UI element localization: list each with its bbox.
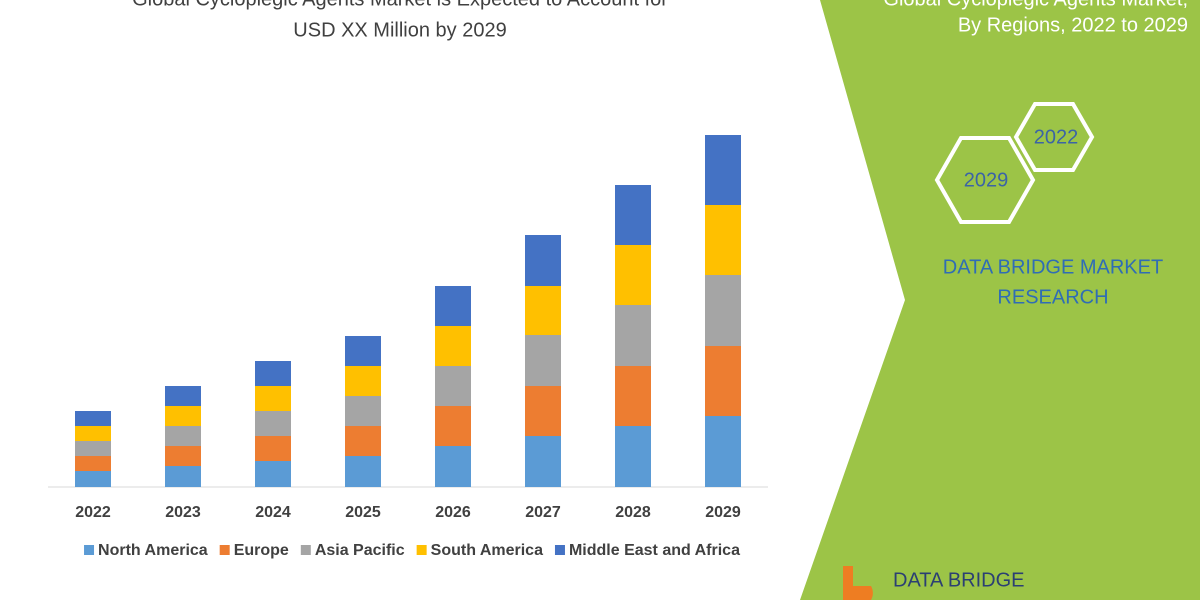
bar-segment (75, 411, 111, 426)
badge-year: 2022 (1034, 126, 1079, 148)
bar-segment (345, 396, 381, 426)
bar-segment (165, 466, 201, 487)
bar-segment (255, 436, 291, 461)
legend: North America Europe Asia Pacific South Ame… (84, 542, 740, 559)
brand-text: RESEARCH (997, 286, 1108, 308)
bar-segment (165, 426, 201, 446)
bar-segment (615, 366, 651, 426)
bar-segment (435, 286, 471, 326)
x-tick-label: 2026 (435, 504, 471, 521)
bar-segment (615, 426, 651, 487)
legend-label: Middle East and Africa (569, 542, 740, 559)
bar-segment (705, 346, 741, 416)
bar-segment (435, 446, 471, 487)
bar-segment (345, 366, 381, 396)
bar-segment (75, 456, 111, 471)
bar-segment (435, 366, 471, 406)
bar-segment (705, 205, 741, 275)
badge-hexagon (1013, 102, 1095, 172)
bar-segment (435, 326, 471, 366)
legend-swatch (416, 545, 427, 555)
bar-segment (615, 305, 651, 366)
bar-segment (525, 286, 561, 335)
badge-hexagon (934, 136, 1036, 224)
legend-label: South America (431, 542, 543, 559)
legend-swatch (554, 545, 565, 555)
bar-segment (435, 406, 471, 446)
legend-swatch (219, 545, 230, 555)
bar-segment (75, 426, 111, 441)
bar-segment (75, 471, 111, 487)
legend-label: Asia Pacific (315, 542, 405, 559)
bar-segment (525, 436, 561, 487)
logo-text: DATA BRIDGE (893, 569, 1025, 591)
x-tick-label: 2027 (525, 504, 561, 521)
chart-title: USD XX Million by 2029 (293, 19, 506, 41)
legend-label: North America (98, 542, 208, 559)
bar-segment (255, 411, 291, 436)
bar-segment (345, 456, 381, 487)
bar-segment (525, 335, 561, 386)
bar-segment (255, 386, 291, 411)
legend-label: Europe (234, 542, 289, 559)
badge-year: 2029 (964, 169, 1009, 191)
bar-segment (705, 275, 741, 346)
bar-segment (345, 336, 381, 366)
panel-heading: Global Cycloplegic Agents Market, (883, 0, 1188, 10)
bar-segment (165, 386, 201, 406)
bar-segment (525, 235, 561, 286)
chart-title: Global Cycloplegic Agents Market is Expe… (132, 0, 668, 10)
x-tick-label: 2028 (615, 504, 651, 521)
bar-segment (255, 461, 291, 487)
bar-segment (255, 361, 291, 386)
panel-heading: By Regions, 2022 to 2029 (958, 14, 1188, 36)
bar-segment (705, 416, 741, 487)
bar-segment (345, 426, 381, 456)
x-tick-label: 2025 (345, 504, 381, 521)
bar-segment (75, 441, 111, 456)
logo-icon (843, 566, 873, 600)
bar-segment (165, 406, 201, 426)
bar-segment (165, 446, 201, 466)
bar-segment (615, 185, 651, 245)
x-tick-label: 2029 (705, 504, 741, 521)
legend-swatch (300, 545, 311, 555)
bar-segment (615, 245, 651, 305)
side-panel (800, 0, 1200, 600)
legend-swatch (84, 545, 95, 555)
x-tick-label: 2023 (165, 504, 201, 521)
x-tick-label: 2024 (255, 504, 291, 521)
bar-segment (705, 135, 741, 205)
x-tick-label: 2022 (75, 504, 111, 521)
bar-segment (525, 386, 561, 436)
brand-text: DATA BRIDGE MARKET (943, 256, 1163, 278)
